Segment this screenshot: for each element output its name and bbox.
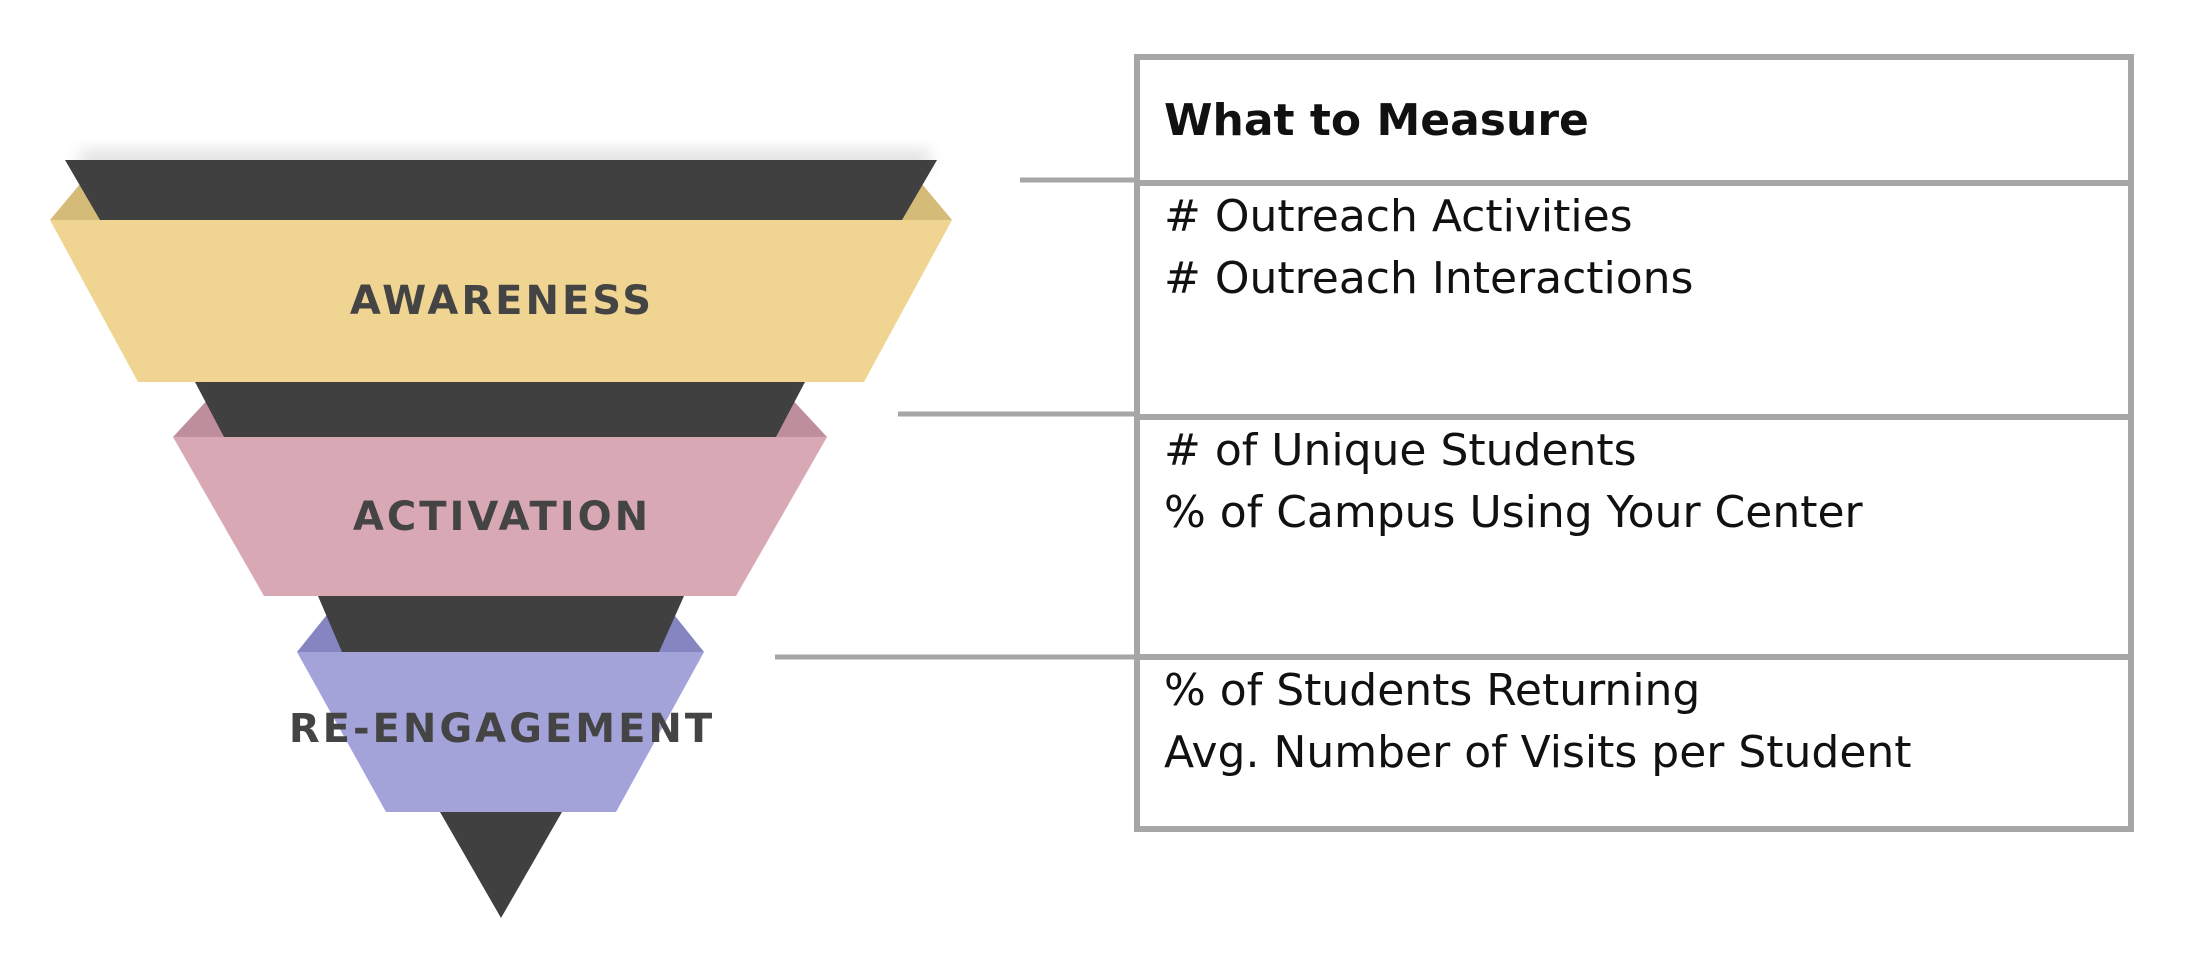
measure-table: What to Measure # Outreach Activities # …	[1134, 54, 2134, 832]
activation-segment	[173, 437, 827, 596]
table-cell-awareness: # Outreach Activities # Outreach Interac…	[1134, 180, 2134, 420]
table-header: What to Measure	[1134, 54, 2134, 186]
metric-unique-students: # of Unique Students	[1164, 425, 1637, 476]
reengagement-label: RE-ENGAGEMENT	[289, 706, 715, 752]
metric-outreach-activities: # Outreach Activities	[1164, 191, 1633, 242]
funnel-tip	[440, 812, 562, 918]
metric-students-returning: % of Students Returning	[1164, 665, 1701, 716]
metric-avg-visits: Avg. Number of Visits per Student	[1164, 727, 1912, 778]
reengagement-segment	[297, 652, 704, 812]
reengagement-band	[318, 596, 684, 652]
activation-band	[195, 382, 805, 437]
table-row-reengagement: % of Students Returning Avg. Number of V…	[1134, 654, 2134, 832]
metric-campus-using-center: % of Campus Using Your Center	[1164, 487, 1863, 538]
table-cell-reengagement: % of Students Returning Avg. Number of V…	[1134, 654, 2134, 832]
activation-label: ACTIVATION	[353, 494, 651, 540]
table-cell-activation: # of Unique Students % of Campus Using Y…	[1134, 414, 2134, 660]
awareness-band	[65, 160, 937, 220]
awareness-label: AWARENESS	[350, 278, 654, 324]
awareness-segment	[50, 220, 952, 382]
table-header-row: What to Measure	[1134, 54, 2134, 186]
table-row-awareness: # Outreach Activities # Outreach Interac…	[1134, 180, 2134, 420]
metric-outreach-interactions: # Outreach Interactions	[1164, 253, 1694, 304]
table-row-activation: # of Unique Students % of Campus Using Y…	[1134, 414, 2134, 660]
